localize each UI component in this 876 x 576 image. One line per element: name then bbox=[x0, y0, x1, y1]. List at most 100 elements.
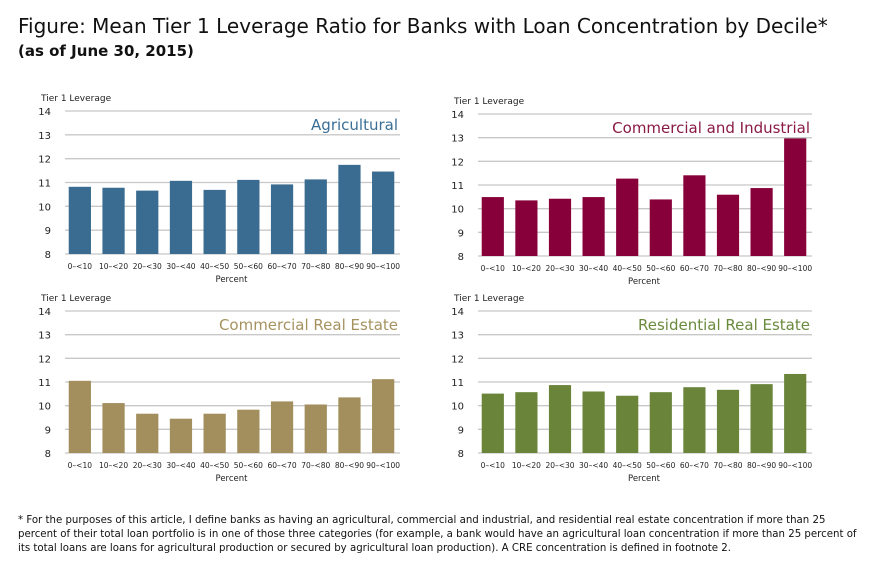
x-tick-label: 80–<90 bbox=[747, 264, 776, 273]
y-tick-label: 10 bbox=[38, 402, 51, 413]
bar bbox=[68, 186, 91, 254]
y-tick-label: 11 bbox=[451, 378, 464, 389]
y-tick-label: 12 bbox=[38, 354, 51, 365]
bar bbox=[270, 401, 294, 453]
y-tick-label: 9 bbox=[458, 228, 464, 239]
x-tick-label: 80–<90 bbox=[335, 461, 364, 470]
x-tick-label: 90–<100 bbox=[778, 461, 812, 470]
bar bbox=[169, 418, 193, 453]
x-tick-label: 40–<50 bbox=[200, 262, 229, 271]
x-tick-label: 10–<20 bbox=[99, 262, 128, 271]
y-tick-label: 8 bbox=[458, 449, 464, 460]
footnote: * For the purposes of this article, I de… bbox=[18, 515, 857, 554]
x-tick-label: 30–<40 bbox=[166, 461, 195, 470]
bar bbox=[649, 392, 672, 453]
bar bbox=[338, 397, 361, 453]
figure-title: Figure: Mean Tier 1 Leverage Ratio for B… bbox=[18, 14, 828, 38]
bar bbox=[102, 187, 125, 254]
bar bbox=[616, 395, 639, 453]
y-tick-label: 9 bbox=[45, 425, 51, 436]
x-axis-label: Percent bbox=[628, 277, 661, 287]
bar bbox=[515, 392, 538, 453]
x-tick-label: 40–<50 bbox=[200, 461, 229, 470]
x-tick-label: 30–<40 bbox=[579, 461, 608, 470]
chart-residential-real-estate: Tier 1 Leverage 8 9 10 11 12 13 14 0–<10 10–<20 20… bbox=[0, 0, 812, 484]
bar bbox=[649, 199, 672, 256]
x-tick-label: 60–<70 bbox=[267, 461, 296, 470]
y-tick-label: 9 bbox=[45, 226, 51, 237]
bar bbox=[136, 413, 159, 453]
bar bbox=[304, 404, 327, 453]
x-tick-label: 70–<80 bbox=[713, 264, 742, 273]
bar bbox=[548, 385, 572, 453]
x-tick-label: 70–<80 bbox=[301, 461, 330, 470]
y-tick-label: 8 bbox=[45, 449, 51, 460]
x-tick-label: 80–<90 bbox=[335, 262, 364, 271]
bar bbox=[372, 379, 395, 453]
bar bbox=[136, 190, 159, 254]
x-tick-label: 20–<30 bbox=[545, 264, 574, 273]
x-tick-label: 40–<50 bbox=[613, 461, 642, 470]
bar bbox=[683, 387, 706, 453]
y-tick-label: 12 bbox=[451, 157, 464, 168]
bar bbox=[203, 413, 226, 453]
x-tick-label: 90–<100 bbox=[778, 264, 812, 273]
bar bbox=[68, 380, 91, 453]
x-tick-label: 50–<60 bbox=[646, 264, 675, 273]
y-tick-label: 11 bbox=[38, 378, 51, 389]
x-tick-label: 60–<70 bbox=[680, 461, 709, 470]
bar bbox=[548, 198, 572, 256]
bar bbox=[784, 373, 807, 453]
chart-title: Commercial Real Estate bbox=[219, 316, 398, 334]
x-tick-label: 90–<100 bbox=[366, 262, 400, 271]
x-tick-label: 60–<70 bbox=[680, 264, 709, 273]
bar bbox=[515, 200, 538, 256]
x-tick-label: 0–<10 bbox=[481, 461, 506, 470]
y-tick-label: 14 bbox=[38, 307, 51, 318]
x-tick-label: 40–<50 bbox=[613, 264, 642, 273]
x-axis-label: Percent bbox=[216, 275, 249, 285]
y-tick-label: 13 bbox=[451, 331, 464, 342]
y-tick-label: 14 bbox=[451, 307, 464, 318]
bar bbox=[481, 393, 504, 453]
chart-title: Commercial and Industrial bbox=[612, 119, 810, 137]
chart-commercial-real-estate: Tier 1 Leverage 8 9 10 11 12 13 14 0–<10 10–<20 20… bbox=[0, 0, 400, 484]
y-tick-label: 8 bbox=[45, 250, 51, 261]
bar bbox=[237, 179, 260, 254]
x-tick-label: 30–<40 bbox=[166, 262, 195, 271]
bar bbox=[716, 194, 740, 256]
x-tick-label: 0–<10 bbox=[68, 461, 93, 470]
x-tick-label: 70–<80 bbox=[713, 461, 742, 470]
bar bbox=[616, 178, 639, 256]
y-tick-label: 9 bbox=[458, 425, 464, 436]
bar bbox=[203, 189, 226, 254]
y-axis-label: Tier 1 Leverage bbox=[453, 294, 525, 304]
bar bbox=[683, 175, 706, 256]
bar bbox=[481, 197, 504, 256]
x-tick-label: 90–<100 bbox=[366, 461, 400, 470]
bar bbox=[102, 403, 125, 453]
x-tick-label: 60–<70 bbox=[267, 262, 296, 271]
chart-commercial-industrial: Tier 1 Leverage 8 9 10 11 12 13 14 0–<10 10–<20 20… bbox=[0, 0, 812, 287]
chart-title: Agricultural bbox=[311, 116, 398, 134]
x-tick-label: 0–<10 bbox=[68, 262, 93, 271]
bar bbox=[169, 180, 193, 254]
chart-title: Residential Real Estate bbox=[638, 316, 810, 334]
bar bbox=[582, 391, 605, 453]
y-tick-label: 11 bbox=[38, 179, 51, 190]
x-tick-label: 50–<60 bbox=[234, 461, 263, 470]
bar bbox=[784, 138, 807, 256]
y-tick-label: 13 bbox=[38, 131, 51, 142]
y-tick-label: 13 bbox=[451, 134, 464, 145]
x-tick-label: 80–<90 bbox=[747, 461, 776, 470]
y-tick-label: 14 bbox=[38, 107, 51, 118]
y-tick-label: 10 bbox=[451, 402, 464, 413]
x-tick-label: 10–<20 bbox=[512, 264, 541, 273]
y-axis-label: Tier 1 Leverage bbox=[40, 294, 112, 304]
bar bbox=[750, 188, 773, 256]
